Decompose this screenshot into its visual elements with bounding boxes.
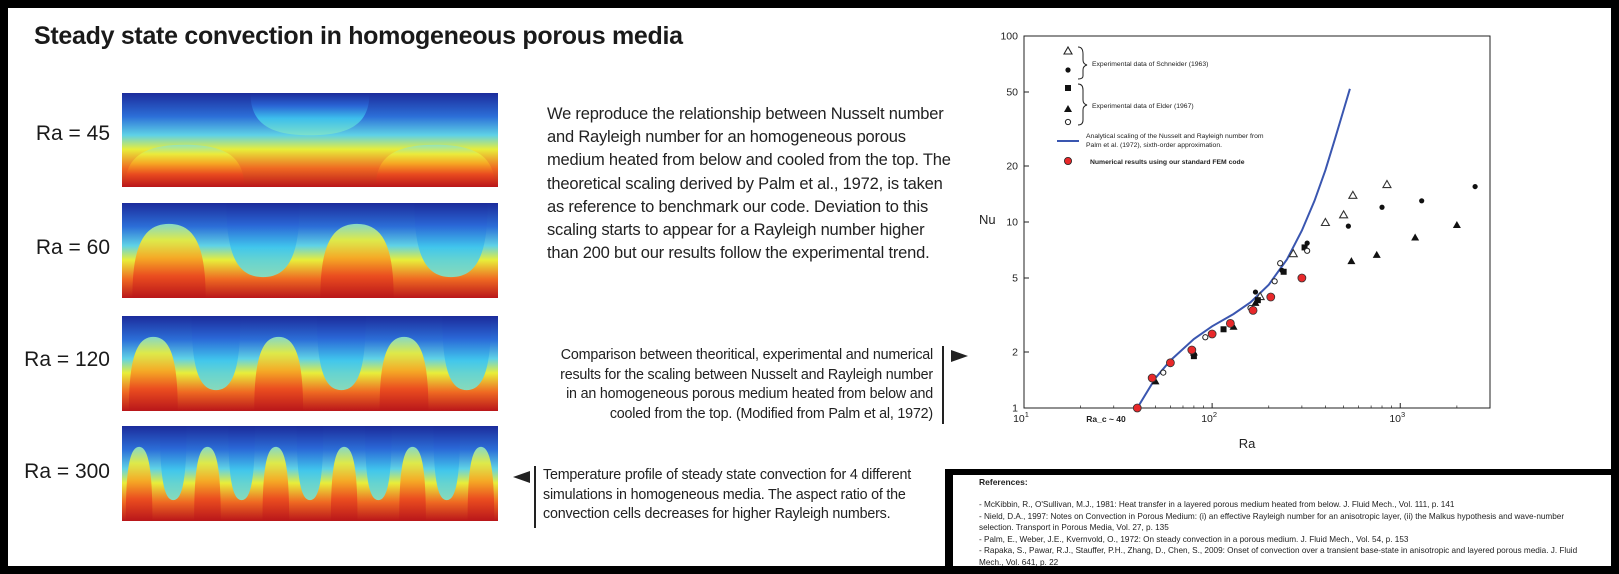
chart-caption: Comparison between theoritical, experime…: [560, 347, 933, 422]
data-point-dot: [1345, 223, 1351, 229]
legend-label-schneider: Experimental data of Schneider (1963): [1092, 61, 1208, 68]
x-tick-label: 101: [1013, 410, 1029, 425]
y-tick-label: 50: [1006, 86, 1018, 98]
data-point-triangle-open: [1288, 248, 1299, 258]
data-point-circle-open: [1202, 334, 1209, 341]
x-tick-label: 102: [1201, 410, 1217, 425]
y-tick-label: 100: [1000, 31, 1018, 43]
data-point-red-dot: [1248, 305, 1258, 315]
convection-panel-ra300: [122, 426, 498, 521]
legend-marker-square: [1065, 85, 1071, 91]
data-point-triangle: [1372, 250, 1381, 258]
chart-legend: Experimental data of Schneider (1963) Ex…: [1057, 45, 1264, 166]
data-point-circle-open: [1271, 278, 1278, 285]
data-point-triangle: [1411, 233, 1420, 241]
legend-marker-triangle-open: [1063, 45, 1073, 55]
data-point-circle-open: [1160, 369, 1167, 376]
arrow-right-icon: [951, 350, 968, 362]
legend-marker-triangle: [1064, 105, 1072, 112]
poster-title: Steady state convection in homogeneous p…: [34, 22, 683, 50]
data-point-triangle: [1452, 220, 1461, 228]
legend-label-numerical: Numerical results using our standard FEM…: [1090, 159, 1245, 166]
ra-critical-annotation: Ra_c ~ 40: [1086, 414, 1126, 424]
data-point-dot: [1252, 289, 1259, 295]
analytical-curve: [1136, 88, 1351, 409]
data-point-red-dot: [1225, 318, 1235, 328]
data-point-dot: [1472, 183, 1478, 190]
convection-panel-ra120: [122, 316, 498, 411]
ra-label-120: Ra = 120: [24, 348, 110, 371]
references-title: References:: [979, 477, 1028, 487]
data-point-triangle-open: [1347, 190, 1358, 199]
data-point-square: [1301, 244, 1308, 251]
chart-ylabel: Nu: [979, 212, 996, 227]
reference-item: - Palm, E., Weber, J.E., Kvernvold, O., …: [979, 534, 1409, 544]
nusselt-rayleigh-chart: 1 2 5 10 20 50 100 101 102 103 Nu Ra Ra_c ~ 40 E…: [979, 31, 1491, 451]
legend-brace: [1077, 83, 1088, 126]
description-text: We reproduce the relationship between Nu…: [547, 105, 951, 263]
y-tick-label: 2: [1012, 347, 1018, 359]
data-point-triangle-open: [1382, 179, 1392, 189]
data-point-red-dot: [1207, 329, 1217, 339]
legend-marker-red-dot: [1064, 156, 1073, 165]
data-point-triangle: [1347, 257, 1356, 265]
y-tick-label: 20: [1006, 161, 1018, 173]
data-point-triangle-open: [1338, 209, 1349, 219]
chart-xlabel: Ra: [1239, 436, 1256, 451]
data-point-square: [1220, 326, 1227, 333]
data-point-red-dot: [1147, 373, 1157, 383]
ra-label-45: Ra = 45: [35, 122, 110, 145]
arrow-left-icon: [513, 471, 530, 483]
references-box: [953, 475, 1611, 566]
data-point-red-dot: [1187, 345, 1197, 355]
y-tick-label: 5: [1012, 272, 1018, 284]
profile-caption: Temperature profile of steady state conv…: [543, 467, 912, 522]
data-point-square: [1280, 268, 1287, 275]
data-point-red-dot: [1132, 403, 1142, 413]
data-point-dot: [1419, 198, 1425, 204]
legend-label-analytical-2: Palm et al. (1972), sixth-order approxim…: [1086, 142, 1222, 149]
caption-bar: [942, 346, 944, 424]
reference-item: - Rapaka, S., Pawar, R.J., Stauffer, P.H…: [979, 546, 1578, 567]
data-point-dot: [1304, 240, 1310, 246]
data-point-square: [1190, 353, 1197, 360]
data-point-square: [1254, 297, 1261, 304]
data-point-triangle: [1251, 298, 1260, 306]
references-list: - McKibbin, R., O'Sullivan, M.J., 1981: …: [979, 499, 1589, 569]
legend-label-analytical: Analytical scaling of the Nusselt and Ra…: [1086, 133, 1264, 140]
y-tick-label: 1: [1012, 403, 1018, 415]
ra-label-60: Ra = 60: [35, 236, 110, 259]
reference-item: - Nield, D.A., 1997: Notes on Convection…: [979, 511, 1565, 533]
ra-label-300: Ra = 300: [24, 460, 110, 483]
reference-item: - McKibbin, R., O'Sullivan, M.J., 1981: …: [979, 500, 1455, 509]
data-point-dot: [1379, 204, 1385, 210]
legend-label-elder: Experimental data of Elder (1967): [1092, 103, 1194, 110]
legend-brace: [1077, 46, 1088, 80]
data-point-triangle-open: [1320, 217, 1331, 227]
chart-plot-area: [1023, 35, 1491, 409]
x-tick-label: 103: [1389, 410, 1405, 425]
data-point-circle-open: [1304, 247, 1311, 254]
convection-panel-ra60: [122, 203, 498, 298]
data-point-red-dot: [1297, 273, 1307, 283]
data-point-red-dot: [1266, 292, 1276, 302]
data-point-red-dot: [1165, 358, 1175, 368]
legend-marker-dot: [1065, 67, 1071, 73]
legend-marker-circle-open: [1064, 118, 1072, 126]
y-tick-label: 10: [1006, 217, 1018, 229]
data-point-circle-open: [1277, 260, 1284, 267]
caption-bar: [534, 466, 536, 528]
convection-panel-ra45: [122, 93, 498, 187]
